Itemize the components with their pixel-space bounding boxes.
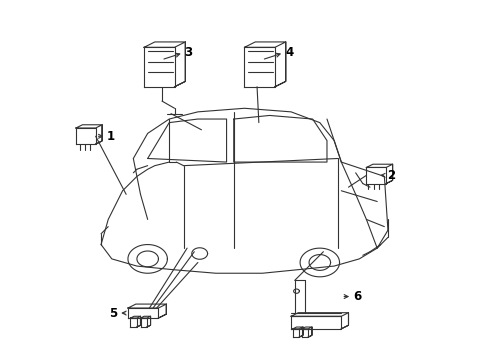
Text: 4: 4 bbox=[285, 46, 293, 59]
Text: 6: 6 bbox=[352, 290, 361, 303]
Text: 5: 5 bbox=[109, 307, 117, 320]
Text: 2: 2 bbox=[386, 169, 394, 182]
Text: 3: 3 bbox=[184, 46, 192, 59]
Text: 1: 1 bbox=[106, 130, 114, 143]
